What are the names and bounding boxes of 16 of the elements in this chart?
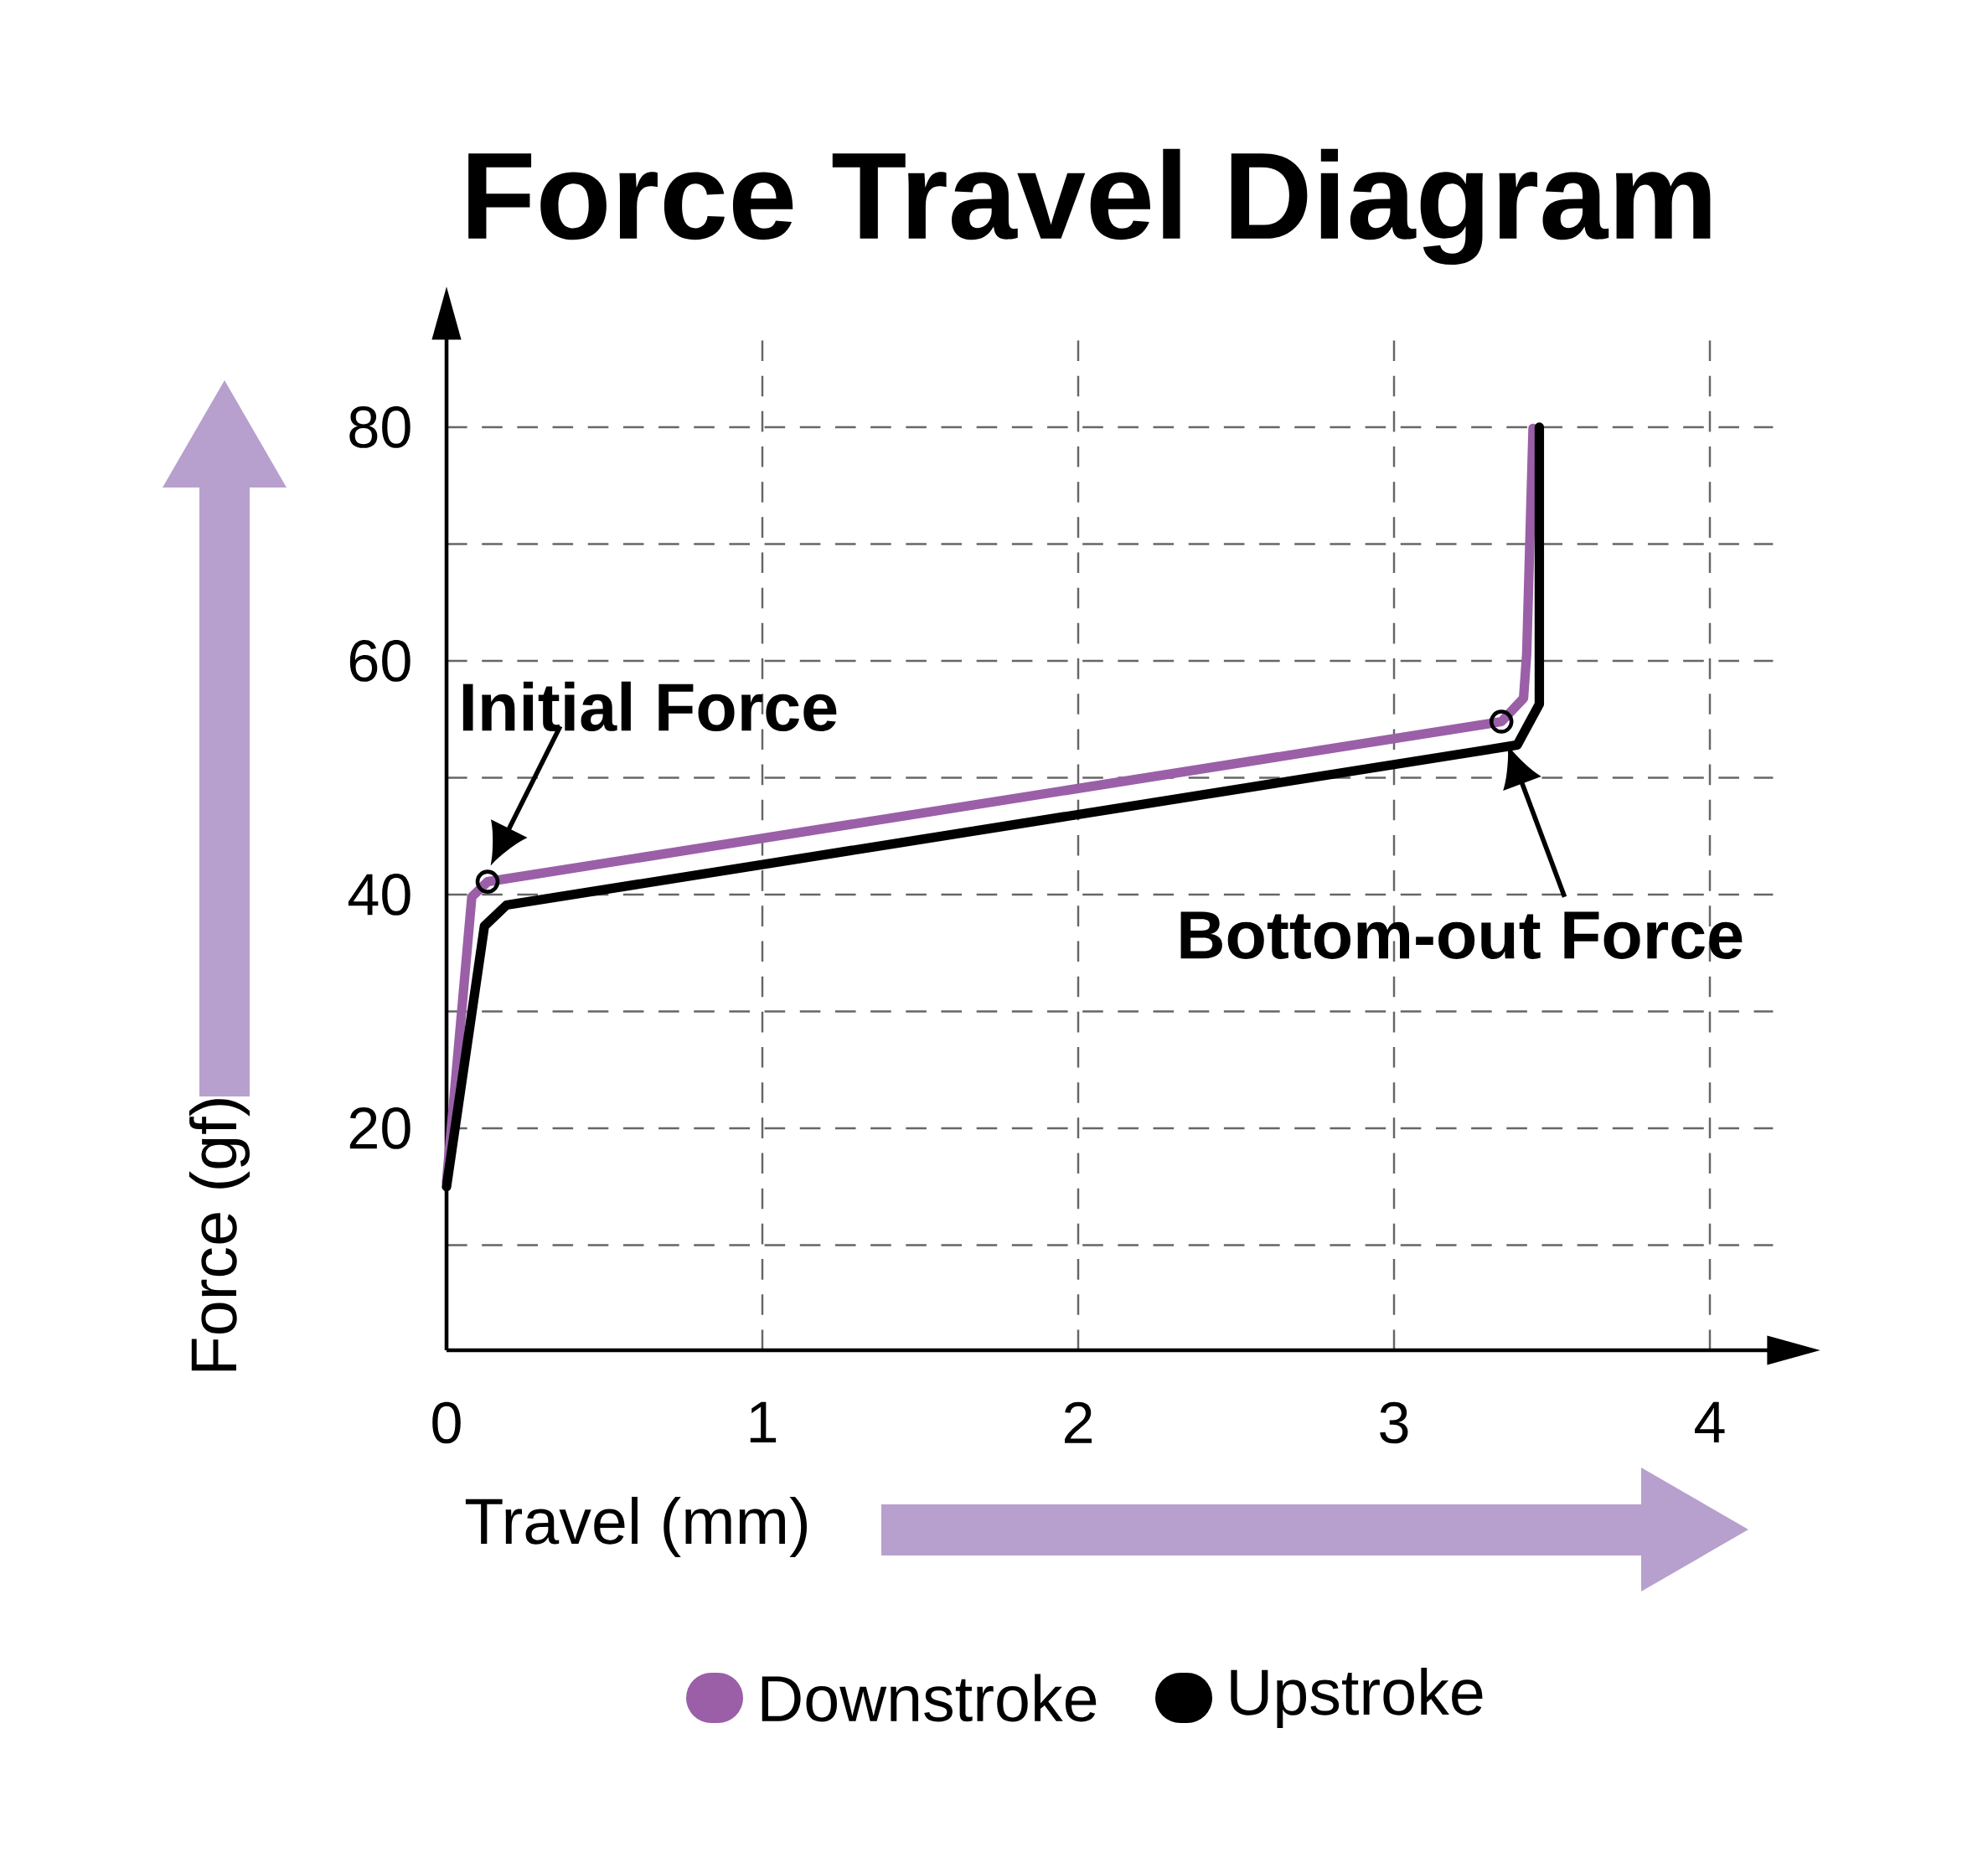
annotation: Initial Force — [462, 681, 837, 732]
legend-label: Downstroke — [762, 1674, 1097, 1722]
chart-title: Force Travel Diagram — [468, 148, 1711, 266]
y-axis-title: Force (gf) — [188, 1099, 250, 1371]
x-tick-label: 3 — [1380, 1401, 1408, 1444]
x-tick-label: 0 — [432, 1401, 461, 1444]
x-tick-label: 4 — [1695, 1401, 1725, 1442]
x-axis-title: Travel (mm) — [465, 1496, 807, 1557]
annotation: Bottom-out Force — [1180, 911, 1743, 959]
y-tick-label: 20 — [349, 1107, 411, 1149]
legend-label: Upstroke — [1231, 1667, 1483, 1729]
x-tick-label: 2 — [1064, 1401, 1092, 1443]
y-tick-label: 60 — [349, 640, 411, 682]
y-tick-label: 80 — [349, 406, 411, 448]
y-tick-label: 40 — [348, 874, 411, 916]
x-tick-label: 1 — [750, 1401, 777, 1442]
